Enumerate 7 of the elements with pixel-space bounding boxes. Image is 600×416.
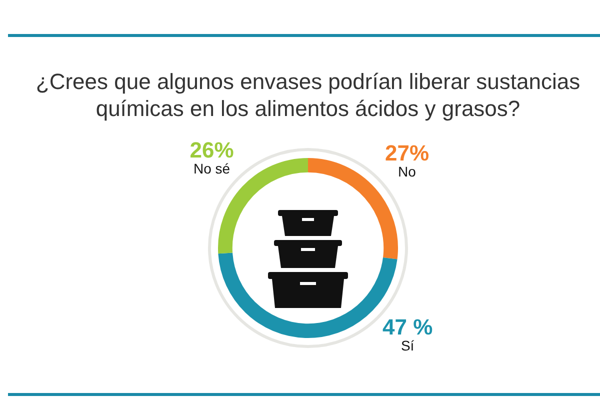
slice-label: No sé: [193, 160, 230, 177]
data-label: 27%: [384, 140, 430, 166]
slice-label: No: [398, 164, 416, 180]
data-label: 47 %: [382, 314, 433, 340]
chart-title: ¿Crees que algunos envases podrían liberar sustancias químicas en los alimentos ácidos y grasos?: [34, 68, 582, 122]
data-label: 26%: [190, 138, 234, 163]
slice-label: Sí: [400, 338, 414, 354]
